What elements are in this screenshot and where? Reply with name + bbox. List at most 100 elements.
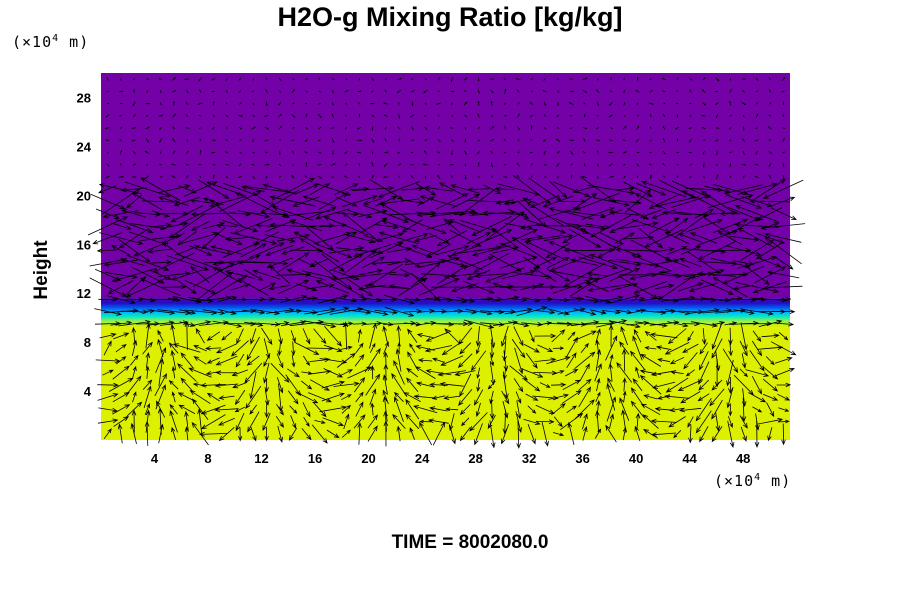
vector-arrow [649, 332, 678, 339]
vector-arrow [755, 113, 759, 118]
vector-arrow [206, 181, 247, 197]
vector-arrow [654, 247, 675, 253]
vector-arrow [340, 345, 353, 350]
vector-arrow [464, 138, 467, 143]
vector-arrow [615, 186, 635, 192]
vector-arrow [410, 90, 415, 93]
vector-arrow [599, 209, 623, 219]
vector-arrow [131, 139, 136, 142]
vector-arrow [235, 412, 245, 432]
vector-arrow [768, 89, 772, 93]
vector-arrow [448, 219, 482, 233]
vector-arrow [132, 150, 137, 155]
vector-arrow [238, 151, 242, 154]
vector-arrow [566, 405, 577, 414]
vector-arrow [278, 163, 282, 167]
vector-arrow [391, 372, 407, 397]
vector-arrow [286, 268, 326, 281]
moist-region [101, 327, 790, 440]
vector-arrow [734, 260, 755, 266]
vector-arrow [423, 149, 428, 155]
vector-arrow [464, 256, 494, 269]
vector-arrow [511, 272, 553, 280]
vector-arrow [199, 149, 202, 155]
vector-arrow [669, 356, 685, 365]
vector-arrow [263, 362, 270, 384]
vector-arrow [429, 406, 448, 412]
vector-arrow [458, 321, 474, 326]
vector-arrow [543, 150, 547, 156]
vector-arrow [145, 102, 151, 105]
vector-arrow [728, 376, 733, 394]
vector-arrow [211, 231, 243, 245]
vector-arrow [319, 405, 348, 413]
vector-arrow [226, 89, 228, 94]
vector-arrow [650, 418, 677, 424]
vector-arrow [517, 151, 520, 154]
vector-arrow [595, 348, 602, 372]
vector-arrow [147, 248, 173, 254]
vector-arrow [464, 114, 468, 118]
vector-arrow [331, 78, 335, 80]
y-tick-label: 8 [84, 335, 91, 350]
vector-arrow [302, 402, 311, 418]
vector-arrow [636, 114, 639, 117]
vector-arrow [158, 358, 165, 387]
vector-arrow [641, 180, 687, 198]
vector-arrow [774, 356, 793, 364]
vector-arrow [619, 341, 630, 355]
vector-arrow [768, 151, 773, 155]
mixing-ratio-field [101, 73, 790, 440]
vector-arrow [291, 139, 295, 141]
vector-arrow [291, 354, 296, 368]
vector-arrow [353, 414, 366, 429]
vector-arrow [501, 325, 509, 347]
vector-arrow [569, 115, 573, 117]
x-tick-label: 40 [629, 451, 643, 466]
vector-arrow [484, 267, 525, 283]
vector-arrow [477, 176, 481, 178]
vector-arrow [667, 321, 689, 328]
vector-arrow [483, 184, 502, 195]
vector-arrow [367, 414, 378, 429]
vector-arrow [608, 139, 613, 141]
vector-arrow [226, 126, 228, 129]
vector-arrow [711, 338, 723, 359]
vector-arrow [527, 424, 536, 445]
vector-arrow [252, 102, 255, 106]
vector-arrow [158, 138, 163, 144]
vector-arrow [607, 377, 615, 392]
vector-arrow [431, 395, 446, 400]
vector-arrow [671, 180, 711, 198]
vector-arrow [663, 137, 666, 143]
vector-arrow [464, 174, 467, 181]
vector-arrow [375, 196, 398, 207]
vector-arrow [332, 102, 334, 106]
vector-arrow [522, 197, 541, 206]
vector-arrow [782, 137, 785, 143]
vector-arrow [102, 210, 139, 219]
vector-arrow [132, 163, 137, 166]
vector-arrow [643, 428, 659, 439]
vector-arrow [383, 351, 389, 369]
vector-arrow [279, 90, 282, 93]
vector-arrow [171, 391, 176, 403]
vector-arrow [438, 182, 465, 196]
vector-arrow [251, 126, 257, 130]
vector-arrow [202, 309, 226, 315]
vector-arrow [549, 180, 568, 199]
vector-arrow [563, 263, 606, 287]
vector-arrow [715, 163, 719, 167]
vector-arrow [669, 407, 685, 413]
vector-arrow [409, 427, 415, 440]
vector-arrow [700, 279, 735, 295]
vector-arrow [503, 78, 507, 80]
vector-arrow [516, 200, 548, 228]
vector-arrow [605, 424, 617, 443]
y-tick-label: 28 [77, 90, 91, 105]
vector-arrow [305, 77, 309, 81]
vector-arrow [491, 175, 493, 178]
vector-arrow [552, 346, 565, 350]
vector-arrow [530, 90, 534, 92]
x-tick-label: 28 [468, 451, 482, 466]
